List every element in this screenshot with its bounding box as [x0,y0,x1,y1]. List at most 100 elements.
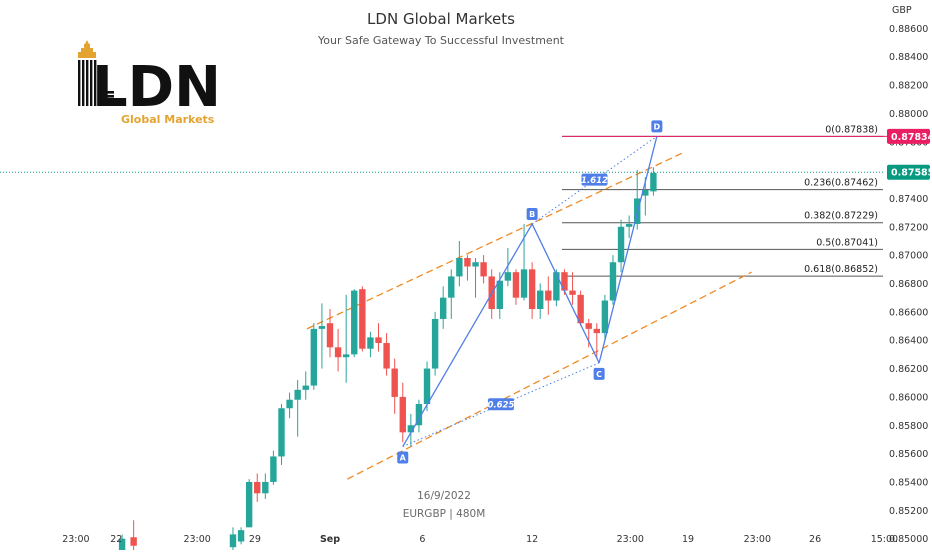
candle-down [326,309,334,358]
harmonic-point-label: B [529,210,535,219]
candle-up [448,269,455,319]
harmonic-point-b: B [526,207,538,220]
y-tick-label: 0.86400 [889,336,928,347]
candle-up [286,392,293,419]
harmonic-point-a: A [397,451,409,464]
x-tick-label: 12 [526,534,538,545]
harmonic-ratio-text: 0.625 [487,401,514,411]
harmonic-point-box [593,367,605,380]
candle-body [625,223,633,227]
candle-up [278,403,285,465]
candle-down [545,276,552,315]
y-axis-unit: GBP [892,5,912,16]
candle-up [472,257,479,298]
candle-body [237,530,245,542]
harmonic-point-d: D [651,120,663,133]
candle-body [472,262,479,267]
harmonic-point-box [397,451,409,464]
candle-body [286,399,293,409]
candle-body [439,297,447,319]
harmonic-point-c: C [593,367,605,380]
candle-body [601,300,609,334]
candle-up [456,240,463,287]
candle-body [577,294,584,324]
candle-body [617,226,625,263]
candle-body [130,537,137,546]
candle-body [464,257,471,267]
candle-body [528,269,536,310]
x-tick-label: 22 [110,534,122,545]
candle-down [334,328,342,372]
harmonic-ratio-box [487,398,514,411]
candle-up [625,215,633,239]
candles [118,167,657,555]
x-tick-label: 29 [249,534,261,545]
candle-up [237,527,245,545]
candle-down [391,358,398,414]
y-tick-label: 0.87400 [889,194,928,205]
candle-down [593,323,601,358]
candle-body [585,323,592,329]
channel-lower-line [347,271,752,480]
candle-up [537,283,544,319]
candle-down [464,255,471,281]
candle-down [254,473,261,502]
candle-up [650,167,657,196]
candle-up [318,303,326,369]
harmonic-ratio-text: 1.612 [581,176,608,186]
candle-down [375,323,382,352]
candle-up [415,399,423,433]
candle-up [609,255,617,305]
candle-up [431,311,439,376]
candle-up [617,219,625,273]
candle-body [326,323,334,348]
candle-up [245,479,253,528]
candle-body [407,425,415,433]
candle-body [569,290,576,295]
candle-body [342,354,350,358]
candle-body [520,269,528,298]
y-tick-label: 0.87200 [889,222,928,233]
candle-down [512,269,520,305]
harmonic-point-box [651,120,663,133]
candle-body [294,389,301,400]
harmonic-leg [531,223,600,364]
candle-body [480,262,487,277]
harmonic-pattern: 0.625 1.612 A B C D [397,120,663,464]
candle-up [270,450,277,485]
candle-body [537,290,544,310]
x-tick-label: 23:00 [617,534,644,545]
y-tick-label: 0.86000 [889,392,928,403]
y-tick-label: 0.88000 [889,109,928,120]
x-tick-label: 23:00 [62,534,89,545]
candle-body [399,396,406,433]
x-tick-label: 26 [809,534,821,545]
candle-down [480,255,487,284]
harmonic-leg [598,136,658,364]
candle-up [407,413,415,447]
candle-body [118,538,126,550]
candle-body [334,347,342,358]
y-tick-label: 0.86200 [889,364,928,375]
candle-body [359,289,366,349]
logo: LDN Global Markets [78,40,221,126]
logo-building-icon [78,40,114,106]
candle-body [456,257,463,277]
candle-up [439,286,447,329]
candle-body [229,534,237,548]
price-channel [306,152,752,480]
candle-up [367,331,374,358]
candle-body [278,408,285,457]
candle-body [593,328,601,334]
candle-down [569,272,576,305]
candle-body [262,481,269,494]
x-tick-label: 23:00 [744,534,771,545]
candle-body [423,368,431,404]
harmonic-point-label: C [596,370,602,379]
candle-body [553,272,560,301]
x-tick-label: 15:00 [871,534,898,545]
candle-up [294,379,301,437]
candle-body [448,276,455,298]
